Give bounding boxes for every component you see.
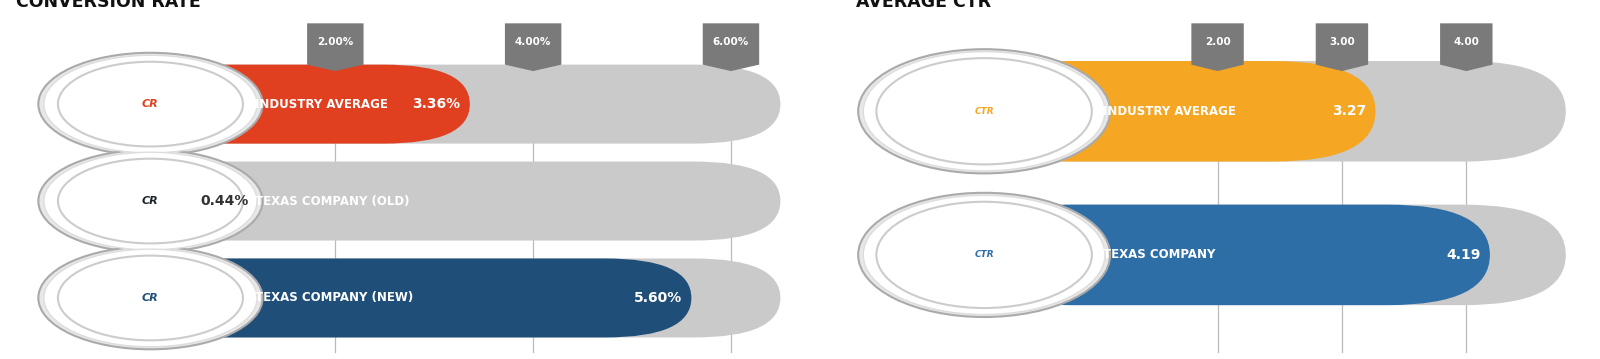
Circle shape [43,152,258,250]
Text: 6.00%: 6.00% [714,37,749,47]
Text: CTR: CTR [974,250,994,260]
Text: 3.36%: 3.36% [413,97,461,111]
FancyBboxPatch shape [138,65,470,144]
FancyBboxPatch shape [970,61,1376,162]
Text: 3.27: 3.27 [1333,104,1366,118]
Circle shape [38,150,262,252]
Text: CR: CR [142,293,158,303]
Text: TEXAS COMPANY (NEW): TEXAS COMPANY (NEW) [254,292,413,304]
Polygon shape [1315,23,1368,71]
Text: 4.00: 4.00 [1453,37,1480,47]
FancyBboxPatch shape [970,205,1490,305]
Text: 2.00%: 2.00% [317,37,354,47]
Text: INDUSTRY AVERAGE: INDUSTRY AVERAGE [1102,105,1235,118]
Circle shape [58,62,243,146]
Text: AVERAGE CTR: AVERAGE CTR [856,0,990,11]
Text: CONVERSION RATE: CONVERSION RATE [16,0,200,11]
Text: TEXAS COMPANY: TEXAS COMPANY [1102,248,1214,261]
Text: 5.60%: 5.60% [634,291,682,305]
Polygon shape [307,23,363,71]
Text: INDUSTRY AVERAGE: INDUSTRY AVERAGE [254,98,387,111]
Circle shape [858,49,1110,173]
Text: 4.19: 4.19 [1446,248,1482,262]
FancyBboxPatch shape [970,205,1566,305]
Text: 0.44%: 0.44% [200,194,250,208]
Text: 3.00: 3.00 [1330,37,1355,47]
FancyBboxPatch shape [970,61,1566,162]
Circle shape [877,202,1091,308]
Text: TEXAS COMPANY (OLD): TEXAS COMPANY (OLD) [254,195,410,208]
Circle shape [43,55,258,153]
Polygon shape [1192,23,1243,71]
Circle shape [864,52,1106,171]
Circle shape [38,53,262,155]
Circle shape [58,159,243,243]
Circle shape [877,58,1091,164]
Polygon shape [702,23,758,71]
Circle shape [864,195,1106,314]
Text: 2.00: 2.00 [1205,37,1230,47]
Circle shape [58,256,243,340]
Text: CR: CR [142,196,158,206]
Text: 4.00%: 4.00% [515,37,552,47]
FancyBboxPatch shape [138,162,781,241]
FancyBboxPatch shape [138,258,691,337]
Text: CTR: CTR [974,107,994,116]
Circle shape [43,249,258,347]
Circle shape [858,193,1110,317]
Circle shape [38,247,262,349]
Polygon shape [1440,23,1493,71]
FancyBboxPatch shape [138,65,781,144]
Polygon shape [506,23,562,71]
Text: CR: CR [142,99,158,109]
FancyBboxPatch shape [138,258,781,337]
